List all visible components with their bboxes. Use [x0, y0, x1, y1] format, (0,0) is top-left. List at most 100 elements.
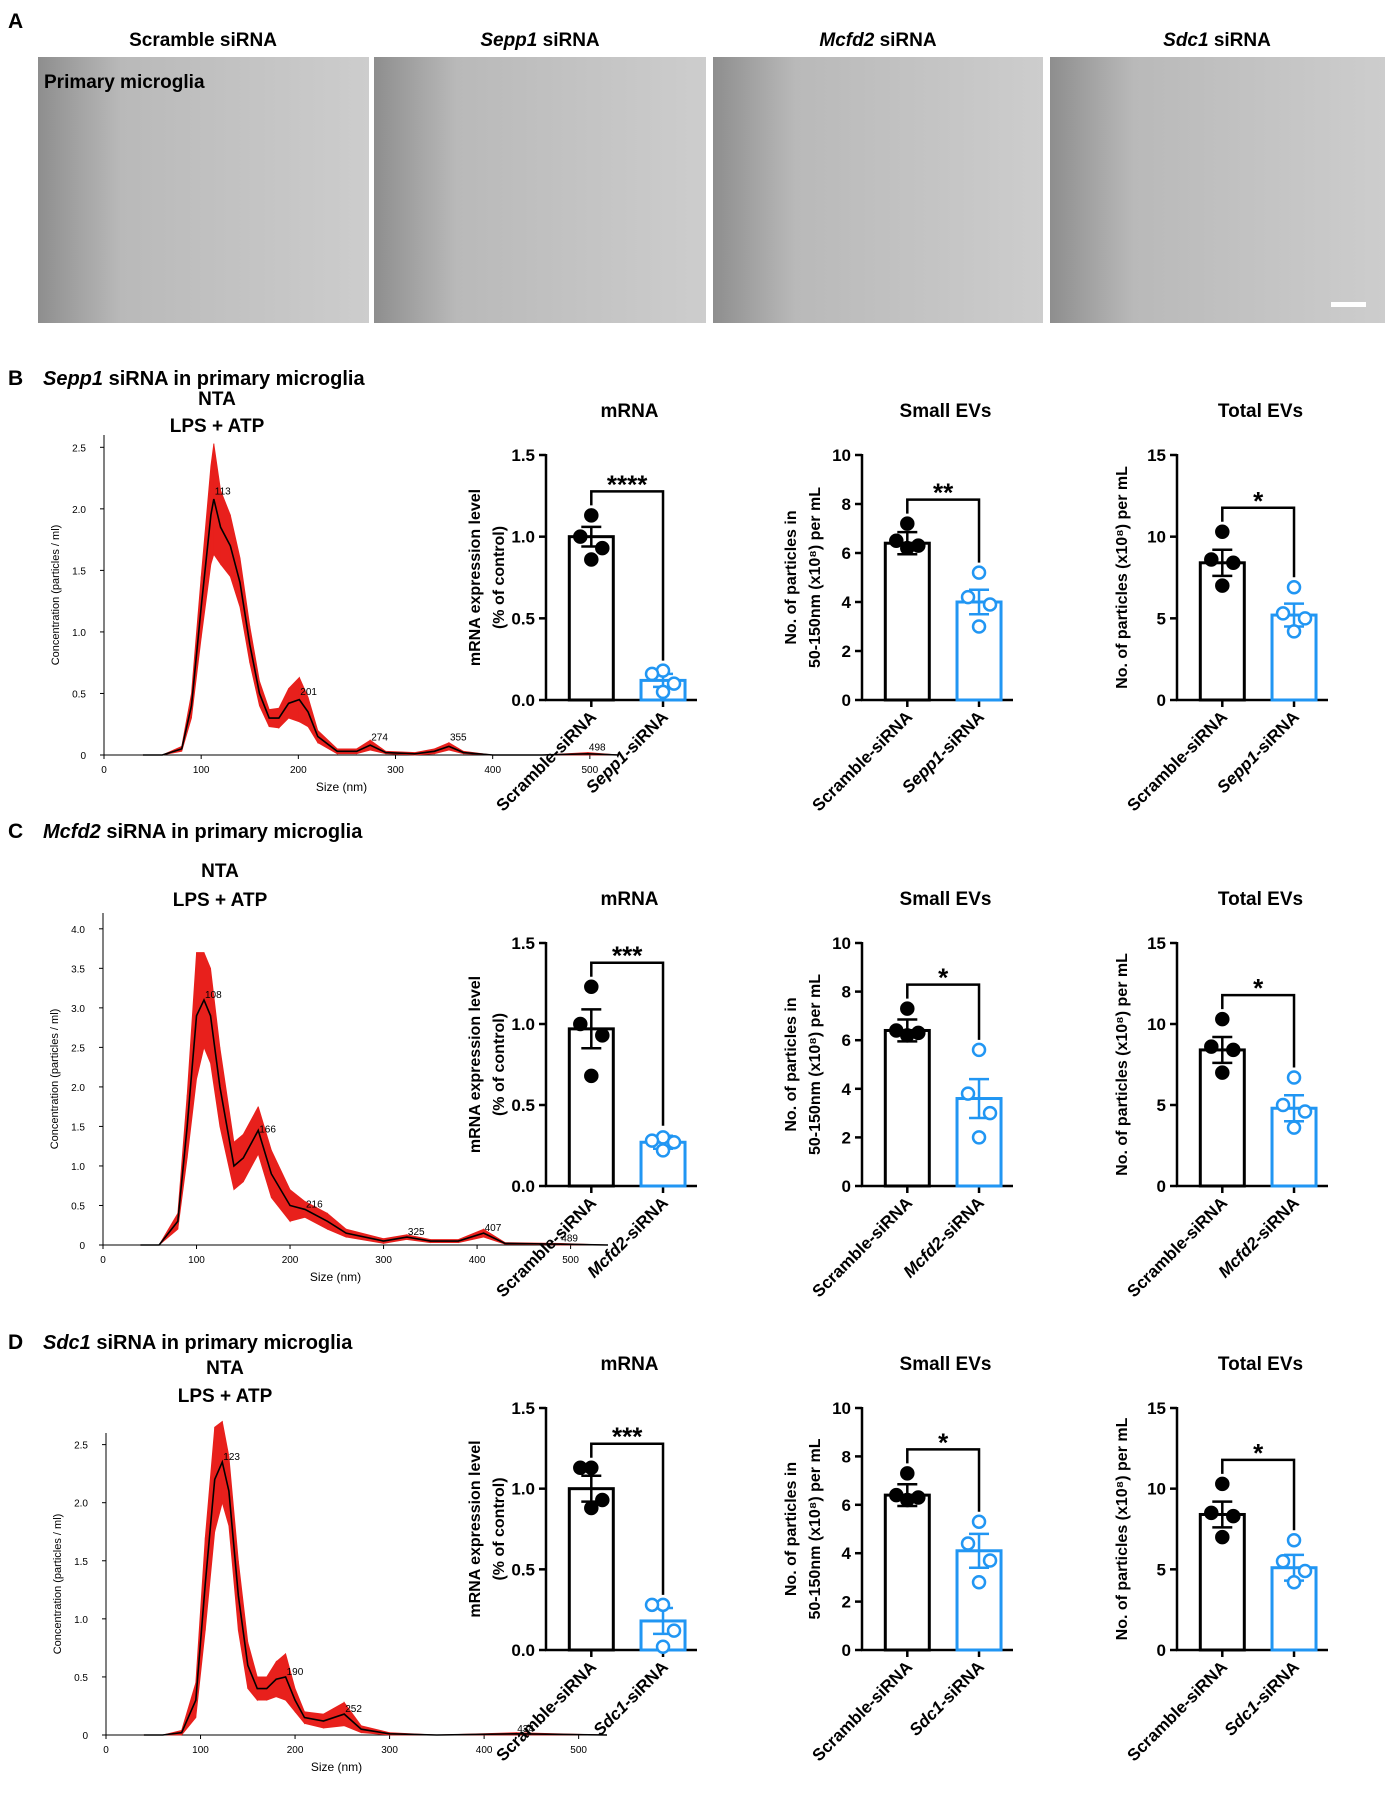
y-tick-label: 1.5	[511, 446, 535, 465]
data-point	[971, 1042, 987, 1058]
data-point	[584, 1068, 599, 1084]
y-tick-label: 6	[842, 1031, 851, 1050]
data-point	[584, 1500, 599, 1516]
y-tick-label: 2.0	[74, 1499, 88, 1510]
data-point	[1226, 1042, 1241, 1058]
peak-label: 325	[408, 1227, 425, 1238]
data-point	[584, 979, 599, 994]
data-point	[1204, 1505, 1219, 1521]
x-tick-label: 0	[103, 1745, 109, 1756]
data-point	[971, 1130, 987, 1145]
bar	[883, 1028, 931, 1188]
image-title: Mcfd2 siRNA	[819, 30, 936, 51]
y-axis-label: Concentration (particles / ml)	[49, 1009, 61, 1150]
y-tick-label: 2.0	[72, 505, 86, 516]
x-tick-label: 200	[282, 1255, 299, 1266]
significance-label: *	[1253, 1438, 1264, 1468]
y-tick-label: 4.0	[71, 925, 85, 936]
data-point	[666, 676, 682, 691]
x-tick-label: Scramble-siRNA	[1123, 1193, 1231, 1301]
significance-label: ***	[612, 1422, 643, 1452]
y-axis-label: 50-150nm (x10⁸) per mL	[807, 974, 824, 1155]
significance-label: *	[1253, 973, 1264, 1003]
micrograph	[1050, 57, 1385, 323]
data-point	[584, 508, 599, 523]
error-band	[278, 688, 290, 729]
significance-label: ****	[607, 469, 648, 499]
data-point	[960, 589, 976, 605]
y-axis-label: mRNA expression level	[467, 489, 484, 666]
significance-label: *	[1253, 486, 1264, 516]
error-band	[327, 1212, 347, 1238]
data-point	[1275, 1097, 1291, 1113]
data-point	[595, 1492, 610, 1508]
peak-label: 252	[345, 1704, 362, 1715]
x-tick-label: Scramble-siRNA	[492, 707, 600, 815]
significance-label: ***	[612, 941, 643, 971]
x-tick-label: 500	[570, 1745, 587, 1756]
y-axis-label: 50-150nm (x10⁸) per mL	[807, 1438, 824, 1619]
y-axis-label: No. of particles (x10⁸) per mL	[1114, 466, 1131, 689]
significance-bracket	[590, 1442, 665, 1595]
y-axis-label: (% of control)	[491, 526, 508, 629]
data-point	[1297, 1563, 1313, 1579]
data-point	[644, 1133, 660, 1148]
data-point	[1275, 606, 1291, 621]
y-tick-label: 0	[842, 1641, 851, 1660]
y-tick-label: 2.5	[71, 1043, 85, 1054]
x-tick-label: Scramble-siRNA	[1123, 707, 1231, 815]
significance-label: *	[938, 963, 949, 993]
error-band	[186, 952, 197, 1159]
peak-label: 407	[485, 1223, 502, 1234]
y-axis-label: mRNA expression level	[467, 976, 484, 1153]
y-tick-label: 2.5	[72, 443, 86, 454]
x-tick-label: Sdc1-siRNA	[590, 1657, 672, 1739]
significance-label: **	[933, 478, 954, 508]
data-point	[889, 533, 904, 548]
chart-title: LPS + ATP	[173, 890, 268, 911]
significance-bracket	[1221, 506, 1296, 578]
data-point	[595, 540, 610, 556]
significance-bracket	[590, 490, 665, 661]
data-point	[1226, 1508, 1241, 1524]
y-tick-label: 1.0	[511, 1480, 535, 1499]
data-point	[1286, 580, 1302, 595]
y-tick-label: 5	[1157, 1096, 1166, 1115]
y-tick-label: 0	[1157, 1641, 1166, 1660]
x-tick-label: 0	[101, 765, 107, 776]
panel-letter: B	[8, 367, 23, 390]
error-band	[196, 952, 205, 1080]
y-tick-label: 4	[842, 593, 852, 612]
data-point	[971, 1574, 987, 1590]
mean-line	[140, 997, 609, 1246]
y-tick-label: 0	[79, 1241, 85, 1252]
data-point	[1286, 1070, 1302, 1085]
data-point	[1275, 1554, 1291, 1569]
y-tick-label: 10	[1147, 1480, 1166, 1499]
y-tick-label: 0.5	[511, 609, 535, 628]
peak-label: 201	[300, 687, 317, 698]
error-band	[294, 1688, 305, 1725]
y-axis-label: (% of control)	[491, 1013, 508, 1116]
section-title: Sdc1 siRNA in primary microglia	[43, 1332, 353, 1354]
peak-label: 190	[287, 1667, 304, 1678]
x-tick-label: Scramble-siRNA	[808, 1657, 916, 1765]
data-point	[900, 1001, 915, 1016]
data-point	[1215, 524, 1230, 540]
x-tick-label: 500	[582, 765, 599, 776]
data-point	[1215, 1011, 1230, 1027]
error-band	[285, 1653, 296, 1713]
x-tick-label: 400	[476, 1745, 493, 1756]
y-tick-label: 8	[842, 983, 851, 1002]
error-band	[307, 697, 319, 745]
bar	[955, 600, 1003, 702]
y-tick-label: 0	[842, 1177, 851, 1196]
chart-title: NTA	[198, 389, 236, 410]
y-tick-label: 0.5	[511, 1560, 535, 1579]
x-tick-label: 0	[100, 1255, 106, 1266]
data-point	[900, 1028, 915, 1043]
y-tick-label: 0.0	[511, 691, 535, 710]
data-point	[900, 540, 915, 556]
y-tick-label: 3.0	[71, 1004, 85, 1015]
x-tick-label: Scramble-siRNA	[492, 1193, 600, 1301]
